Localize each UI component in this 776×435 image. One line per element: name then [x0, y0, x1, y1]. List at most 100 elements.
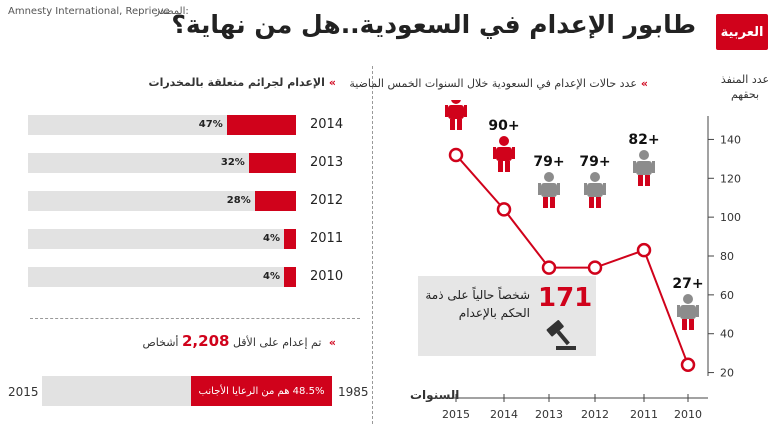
total-suffix: أشخاص — [142, 336, 179, 349]
y-tick-label: 60 — [720, 289, 734, 302]
chart-heading: »عدد حالات الإعدام في السعودية خلال السن… — [349, 76, 648, 91]
person-leg — [682, 319, 687, 330]
drug-bar-year: 2013 — [310, 155, 344, 170]
series-point — [587, 260, 603, 275]
series-line — [455, 154, 689, 366]
chart-title: عدد حالات الإعدام في السعودية خلال السنو… — [349, 77, 637, 90]
person-torso — [636, 161, 652, 175]
person-leg — [589, 197, 594, 208]
data-label: 82+ — [628, 132, 659, 148]
foreign-nationals-bar: 48.5% هم من الرعايا الأجانب — [191, 376, 332, 406]
person-arm — [557, 183, 560, 195]
y-tick-label: 140 — [720, 133, 741, 146]
person-head — [451, 100, 461, 104]
person-arm — [584, 183, 587, 195]
person-arm — [633, 161, 636, 173]
x-tick-label: 2011 — [630, 408, 658, 421]
drug-bar-percent: 32% — [220, 157, 245, 168]
person-arm — [603, 183, 606, 195]
drug-bar-year: 2014 — [310, 117, 344, 132]
y-tick-label: 20 — [720, 367, 734, 380]
drug-bar-fill — [284, 267, 296, 287]
total-prefix: تم إعدام على الأقل — [232, 336, 322, 349]
foreign-nationals-label: 48.5% هم من الرعايا الأجانب — [198, 385, 325, 397]
drug-bar-background — [28, 191, 296, 211]
source-label: المصدر: — [155, 6, 189, 17]
person-arm — [652, 161, 655, 173]
drug-section-title-text: الإعدام لجرائم متعلقة بالمخدرات — [148, 76, 325, 89]
page-title: طابور الإعدام في السعودية..هل من نهاية؟ — [171, 10, 696, 39]
drug-bar-year: 2011 — [310, 231, 344, 246]
person-head — [639, 150, 649, 160]
source-text: Amnesty International, Reprieve — [8, 6, 170, 17]
person-arm — [677, 305, 680, 317]
person-leg — [450, 119, 455, 130]
drug-bar-background — [28, 229, 296, 249]
drug-bar-fill — [284, 229, 296, 249]
person-arm — [538, 183, 541, 195]
person-leg — [505, 161, 510, 172]
death-row-text: شخصاً حالياً على ذمة الحكم بالإعدام — [425, 288, 530, 320]
data-label: 90+ — [488, 118, 519, 134]
person-leg — [543, 197, 548, 208]
series-point — [541, 260, 557, 275]
drug-bar-percent: 4% — [263, 233, 280, 244]
vertical-divider — [372, 66, 373, 424]
person-torso — [541, 183, 557, 197]
person-arm — [445, 105, 448, 117]
chevron-icon: » — [328, 336, 336, 349]
person-leg — [596, 197, 601, 208]
y-tick-label: 80 — [720, 250, 734, 263]
y-tick-label: 40 — [720, 328, 734, 341]
person-leg — [689, 319, 694, 330]
person-torso — [496, 147, 512, 161]
total-executions-line: » تم إعدام على الأقل 2,208 أشخاص — [142, 332, 336, 350]
person-torso — [448, 105, 464, 119]
data-label: 79+ — [533, 154, 564, 170]
drug-bar-background — [28, 267, 296, 287]
drug-bar-fill — [248, 153, 296, 173]
total-number: 2,208 — [182, 332, 230, 350]
person-head — [544, 172, 554, 182]
drug-bar-year: 2012 — [310, 193, 344, 208]
executions-line-chart: 20 40 60 80 100 120 140 2015 2014 2013 2012 2011 201… — [432, 100, 741, 421]
series-point — [636, 242, 652, 258]
person-arm — [464, 105, 467, 117]
person-arm — [696, 305, 699, 317]
chevron-icon: » — [328, 76, 336, 89]
x-tick-label: 2013 — [535, 408, 563, 421]
horizontal-divider — [30, 318, 360, 319]
x-tick-label: 2012 — [581, 408, 609, 421]
series-point — [680, 357, 696, 373]
person-torso — [680, 305, 696, 319]
drug-bar-fill — [226, 115, 296, 135]
gavel-icon — [546, 320, 576, 350]
death-row-number: 171 — [538, 283, 593, 313]
person-leg — [498, 161, 503, 172]
drug-bar-year: 2010 — [310, 269, 344, 284]
data-label: 79+ — [579, 154, 610, 170]
x-tick-label: 2015 — [442, 408, 470, 421]
person-head — [499, 136, 509, 146]
x-tick-label: 2010 — [674, 408, 702, 421]
series-point — [448, 147, 464, 163]
person-leg — [457, 119, 462, 130]
end-year-label: 2015 — [8, 385, 39, 399]
drug-bar-fill — [254, 191, 296, 211]
person-head — [590, 172, 600, 182]
chevron-icon: » — [640, 77, 648, 90]
person-leg — [638, 175, 643, 186]
data-label: 27+ — [672, 276, 703, 292]
alarabiya-logo: العربية — [716, 14, 768, 50]
person-arm — [512, 147, 515, 159]
drug-section-title: »الإعدام لجرائم متعلقة بالمخدرات — [149, 76, 336, 89]
person-leg — [550, 197, 555, 208]
drug-bar-percent: 28% — [226, 195, 251, 206]
series-point — [496, 202, 512, 217]
drug-bar-percent: 4% — [263, 271, 280, 282]
y-tick-label: 100 — [720, 211, 741, 224]
drug-bar-percent: 47% — [198, 119, 223, 130]
y-tick-label: 120 — [720, 172, 741, 185]
start-year-label: 1985 — [338, 385, 369, 399]
x-tick-label: 2014 — [490, 408, 518, 421]
